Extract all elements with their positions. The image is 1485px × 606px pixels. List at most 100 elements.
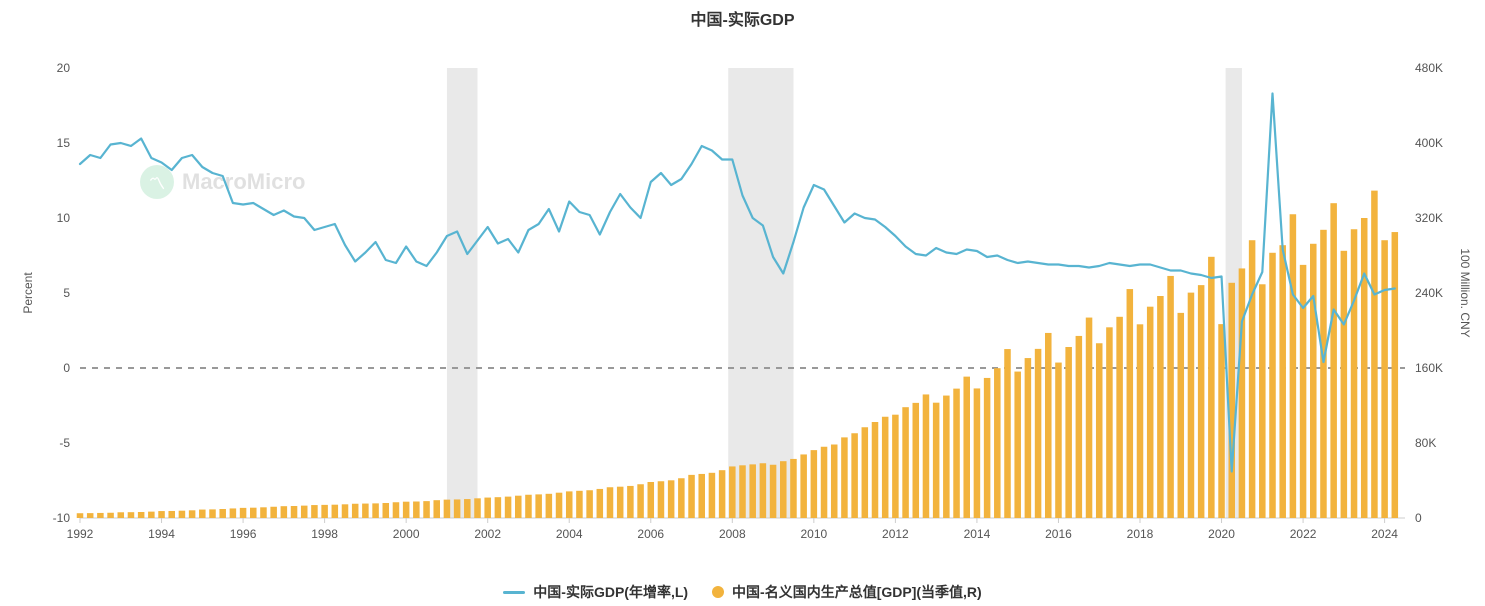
bar bbox=[230, 508, 237, 518]
x-tick-label: 2006 bbox=[637, 527, 664, 541]
bar bbox=[321, 505, 328, 518]
y-right-tick-label: 320K bbox=[1415, 211, 1443, 225]
bar bbox=[1290, 214, 1297, 518]
y-left-tick-label: 5 bbox=[63, 286, 70, 300]
bar bbox=[556, 493, 563, 518]
y-left-title: Percent bbox=[21, 272, 35, 314]
bar bbox=[1137, 324, 1144, 518]
y-right-title: 100 Million. CNY bbox=[1458, 248, 1472, 337]
bar bbox=[546, 494, 553, 518]
bar bbox=[739, 465, 746, 518]
x-tick-label: 1996 bbox=[230, 527, 257, 541]
bar bbox=[576, 491, 583, 518]
y-left-tick-label: 20 bbox=[57, 61, 71, 75]
bar bbox=[433, 500, 440, 518]
bar bbox=[923, 394, 930, 518]
bar bbox=[760, 463, 767, 518]
bar bbox=[1320, 230, 1327, 518]
y-left-tick-label: 10 bbox=[57, 211, 71, 225]
x-tick-label: 1992 bbox=[67, 527, 94, 541]
bar bbox=[342, 504, 349, 518]
bar bbox=[668, 480, 675, 518]
x-tick-label: 1994 bbox=[148, 527, 175, 541]
bar bbox=[1228, 283, 1235, 518]
bar bbox=[1065, 347, 1072, 518]
bar bbox=[1392, 232, 1399, 518]
bar bbox=[597, 489, 604, 518]
bar bbox=[1157, 296, 1164, 518]
bar bbox=[1055, 363, 1062, 518]
legend-item[interactable]: 中国-实际GDP(年增率,L) bbox=[503, 582, 688, 602]
legend-label: 中国-名义国内生产总值[GDP](当季值,R) bbox=[732, 582, 982, 602]
bar bbox=[851, 433, 858, 518]
bar bbox=[902, 407, 909, 518]
bar bbox=[688, 475, 695, 518]
bar bbox=[729, 466, 736, 518]
x-tick-label: 2018 bbox=[1127, 527, 1154, 541]
bar bbox=[1127, 289, 1134, 518]
bar bbox=[1106, 327, 1113, 518]
bar bbox=[158, 511, 165, 518]
bar bbox=[403, 502, 410, 518]
x-tick-label: 2008 bbox=[719, 527, 746, 541]
bar bbox=[393, 502, 400, 518]
bar bbox=[352, 504, 359, 518]
y-right-tick-label: 0 bbox=[1415, 511, 1422, 525]
bar bbox=[179, 511, 186, 518]
bar bbox=[943, 396, 950, 518]
bar bbox=[199, 510, 206, 518]
chart-container: 中国-实际GDP 〽 MacroMicro 199219941996199820… bbox=[0, 0, 1485, 606]
bar bbox=[107, 513, 114, 518]
bar bbox=[1116, 317, 1123, 518]
y-left-tick-label: -10 bbox=[53, 511, 71, 525]
bar bbox=[882, 417, 889, 518]
bar bbox=[454, 499, 461, 518]
legend-item[interactable]: 中国-名义国内生产总值[GDP](当季值,R) bbox=[712, 582, 982, 602]
bar bbox=[1045, 333, 1052, 518]
bar bbox=[1351, 229, 1358, 518]
bar bbox=[953, 389, 960, 518]
bar bbox=[648, 482, 655, 518]
bar bbox=[1239, 268, 1246, 518]
bar bbox=[872, 422, 879, 518]
bar bbox=[484, 498, 491, 518]
bar bbox=[994, 368, 1001, 518]
x-tick-label: 2014 bbox=[964, 527, 991, 541]
bar bbox=[383, 503, 390, 518]
bar bbox=[800, 454, 807, 518]
x-tick-label: 2004 bbox=[556, 527, 583, 541]
bar bbox=[1249, 240, 1256, 518]
bar bbox=[1279, 245, 1286, 518]
bar bbox=[444, 500, 451, 518]
bar bbox=[301, 506, 308, 518]
bar bbox=[780, 461, 787, 518]
bar bbox=[281, 506, 288, 518]
bar bbox=[1086, 318, 1093, 518]
bar bbox=[1208, 257, 1215, 518]
bar bbox=[841, 437, 848, 518]
bar bbox=[974, 388, 981, 518]
bar bbox=[495, 497, 502, 518]
bar bbox=[1198, 285, 1205, 518]
bar bbox=[617, 487, 624, 518]
bar bbox=[821, 447, 828, 518]
bar bbox=[770, 465, 777, 518]
legend-line-swatch-icon bbox=[503, 591, 525, 594]
bar bbox=[168, 511, 175, 518]
bar bbox=[1259, 284, 1266, 518]
bar bbox=[963, 377, 970, 518]
y-right-tick-label: 80K bbox=[1415, 436, 1436, 450]
bar bbox=[413, 502, 420, 519]
bar bbox=[831, 445, 838, 519]
bar bbox=[311, 505, 318, 518]
bar bbox=[1218, 324, 1225, 518]
bar bbox=[749, 464, 756, 518]
y-left-tick-label: 0 bbox=[63, 361, 70, 375]
bar bbox=[525, 495, 532, 518]
x-tick-label: 2024 bbox=[1371, 527, 1398, 541]
bar bbox=[790, 459, 797, 518]
y-right-tick-label: 160K bbox=[1415, 361, 1443, 375]
bar bbox=[719, 470, 726, 518]
bar bbox=[1178, 313, 1185, 518]
x-tick-label: 2016 bbox=[1045, 527, 1072, 541]
